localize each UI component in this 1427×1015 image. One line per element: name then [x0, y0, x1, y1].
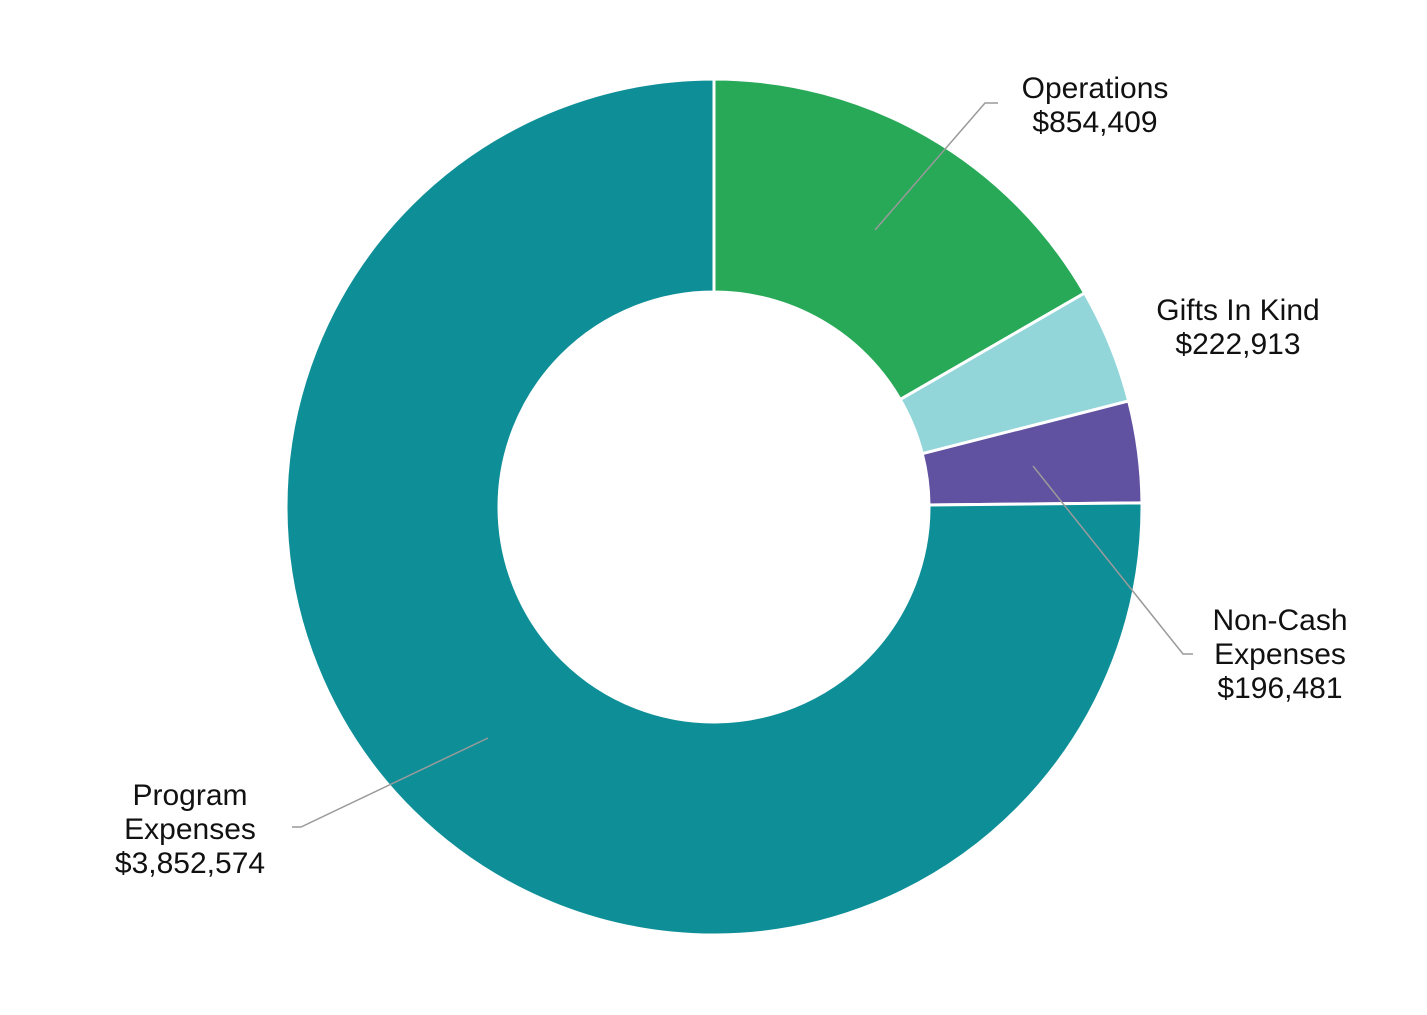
- donut-slices: [284, 77, 1144, 937]
- slice-name-label: Operations: [1022, 72, 1169, 105]
- leader-line-non-cash-expenses: [1032, 465, 1193, 655]
- slice-program-expenses: [284, 77, 1144, 937]
- leader-line-program-expenses: [292, 737, 489, 828]
- slice-value-label: $196,481: [1217, 672, 1342, 705]
- slice-value-label: $854,409: [1032, 106, 1157, 139]
- slice-labels: Operations $854,409 Gifts In Kind $222,913 N…: [115, 72, 1348, 880]
- slice-label-program-expenses: Program Expenses $3,852,574: [115, 779, 265, 880]
- slice-name-label: Gifts In Kind: [1156, 294, 1319, 327]
- slice-name-label: Expenses: [1214, 638, 1346, 671]
- slice-label-operations: Operations $854,409: [1022, 72, 1169, 139]
- leader-line-operations: [874, 102, 998, 231]
- slice-value-label: $222,913: [1175, 328, 1300, 361]
- slice-label-gifts-in-kind: Gifts In Kind $222,913: [1156, 294, 1319, 361]
- slice-name-label: Expenses: [124, 813, 256, 846]
- slice-name-label: Non-Cash: [1212, 604, 1347, 637]
- leader-lines: [292, 102, 1193, 828]
- slice-name-label: Program: [132, 779, 247, 812]
- slice-operations: [712, 77, 1087, 402]
- slice-value-label: $3,852,574: [115, 847, 265, 880]
- slice-label-non-cash-expenses: Non-Cash Expenses $196,481: [1212, 604, 1347, 705]
